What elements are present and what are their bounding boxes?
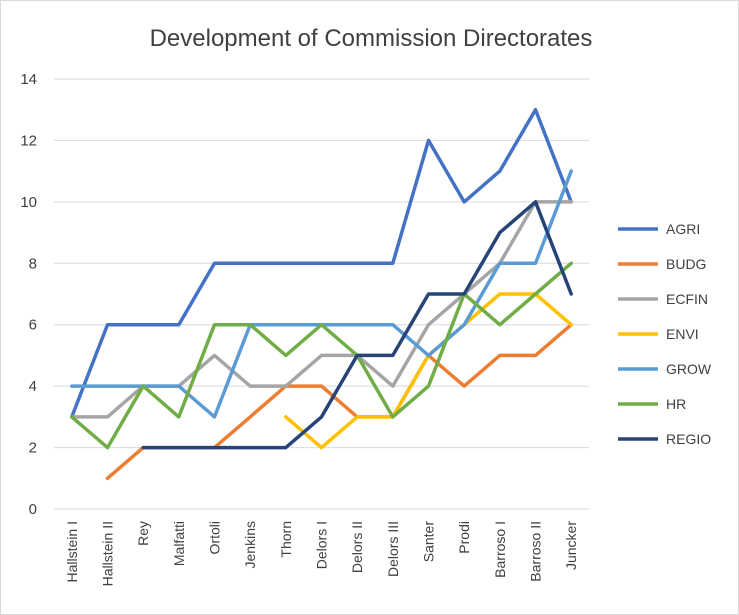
series-line-grow <box>70 169 573 419</box>
x-tick-label: Delors II <box>349 521 365 573</box>
y-tick-label: 0 <box>29 501 37 518</box>
series-budg <box>105 322 573 481</box>
legend-item-agri: AGRI <box>618 221 700 237</box>
y-tick-label: 4 <box>29 378 37 395</box>
legend-item-hr: HR <box>618 396 686 412</box>
legend-item-grow: GROW <box>618 361 712 377</box>
y-tick-label: 10 <box>20 194 37 211</box>
legend-item-budg: BUDG <box>618 256 706 272</box>
series-lines <box>70 107 573 481</box>
x-tick-label: Malfatti <box>171 521 187 566</box>
y-tick-label: 12 <box>20 132 37 149</box>
legend-label: ENVI <box>666 326 699 342</box>
legend-item-envi: ENVI <box>618 326 699 342</box>
x-tick-label: Hallstein II <box>100 521 116 586</box>
y-axis-ticks: 0 2 4 6 8 10 12 14 <box>20 71 37 518</box>
series-hr <box>70 261 573 450</box>
x-axis-ticks: Hallstein I Hallstein II Rey Malfatti Ortoli… <box>64 521 579 587</box>
legend-label: GROW <box>666 361 712 377</box>
series-regio <box>141 200 573 450</box>
x-tick-label: Barroso I <box>492 521 508 578</box>
x-tick-label: Delors III <box>385 521 401 577</box>
x-tick-label: Jenkins <box>242 521 258 568</box>
legend-label: AGRI <box>666 221 700 237</box>
chart-title: Development of Commission Directorates <box>150 25 593 52</box>
series-line-budg <box>105 322 573 481</box>
y-tick-label: 2 <box>29 440 37 457</box>
series-line-regio <box>141 200 573 450</box>
x-tick-label: Barroso II <box>528 521 544 582</box>
x-tick-label: Juncker <box>563 521 579 570</box>
y-tick-label: 6 <box>29 317 37 334</box>
series-line-hr <box>70 261 573 450</box>
series-line-envi <box>284 292 573 450</box>
x-tick-label: Thorn <box>278 521 294 558</box>
series-envi <box>284 292 573 450</box>
x-tick-label: Rey <box>135 521 151 546</box>
x-tick-label: Ortoli <box>207 521 223 554</box>
legend-label: ECFIN <box>666 291 708 307</box>
legend-label: HR <box>666 396 686 412</box>
series-agri <box>70 107 573 419</box>
series-line-agri <box>70 107 573 419</box>
legend: AGRI BUDG ECFIN ENVI GROW HR REGIO <box>618 221 712 447</box>
legend-label: REGIO <box>666 431 711 447</box>
legend-label: BUDG <box>666 256 706 272</box>
series-grow <box>70 169 573 419</box>
x-tick-label: Santer <box>421 521 437 563</box>
x-tick-label: Prodi <box>456 521 472 554</box>
x-tick-label: Delors I <box>314 521 330 569</box>
x-tick-label: Hallstein I <box>64 521 80 582</box>
legend-item-ecfin: ECFIN <box>618 291 708 307</box>
legend-item-regio: REGIO <box>618 431 711 447</box>
y-tick-label: 8 <box>29 255 37 272</box>
y-tick-label: 14 <box>20 71 37 88</box>
